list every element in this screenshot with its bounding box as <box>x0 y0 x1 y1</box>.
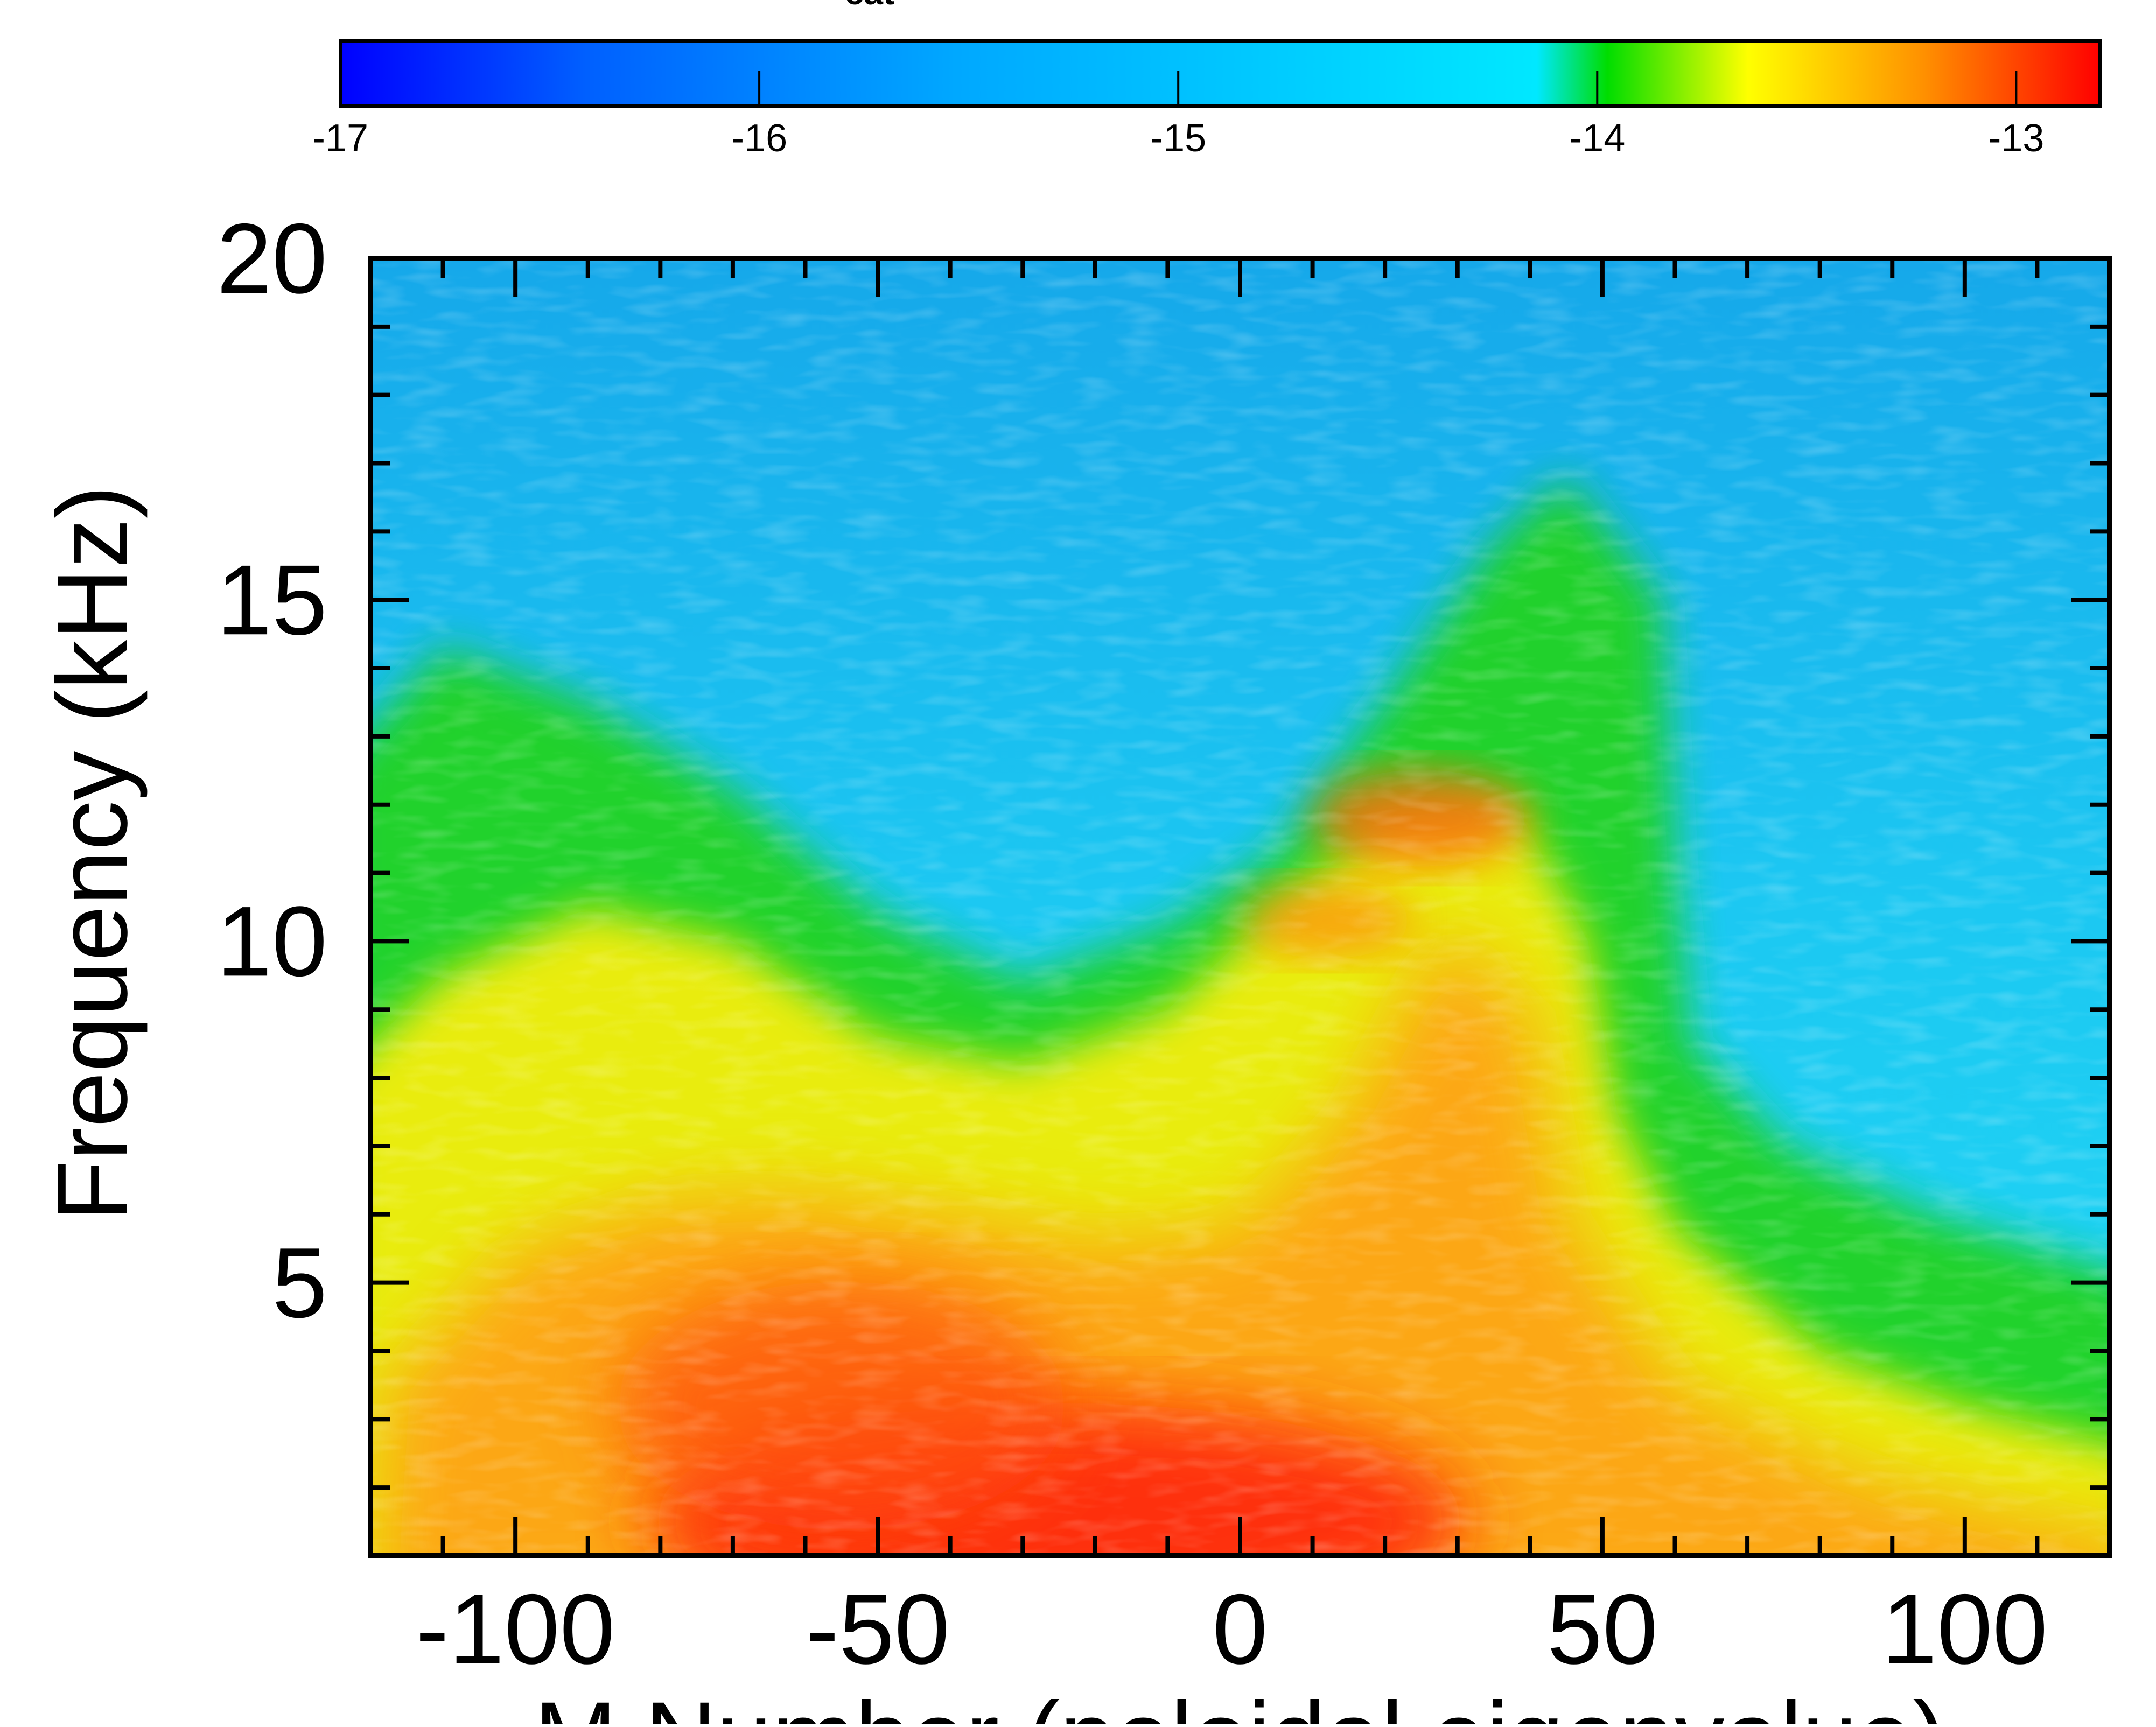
colorbar-tick-label: -17 <box>312 117 368 160</box>
colorbar-tick-label: -15 <box>1150 117 1206 160</box>
x-axis: -100 -50 0 50 100 <box>368 258 2112 1685</box>
colorbar-tick-label: -14 <box>1569 117 1625 160</box>
y-tick-label: 5 <box>272 1228 327 1339</box>
x-tick-label: 50 <box>1547 1574 1658 1685</box>
x-axis-label: M Number (poloidal eigenvalue) <box>534 1682 1946 1724</box>
x-tick-label: -100 <box>416 1574 615 1685</box>
colorbar-title: cat <box>845 0 895 12</box>
colorbar-gradient <box>339 39 2102 108</box>
colorbar-tick-label: -13 <box>1988 117 2044 160</box>
colorbar: cat -17 -16 -15 -14 -13 <box>312 0 2102 160</box>
x-tick-label: -50 <box>806 1574 949 1685</box>
y-tick-label: 10 <box>216 886 327 997</box>
x-tick-label: 0 <box>1213 1574 1268 1685</box>
y-axis: 5 10 15 20 <box>216 203 2110 1558</box>
y-tick-label: 20 <box>216 203 327 314</box>
colorbar-tick-label: -16 <box>731 117 787 160</box>
y-tick-label: 15 <box>216 545 327 656</box>
heatmap-field <box>370 258 2110 1556</box>
x-tick-label: 100 <box>1881 1574 2048 1685</box>
y-axis-label: Frequency (kHz) <box>37 485 148 1221</box>
